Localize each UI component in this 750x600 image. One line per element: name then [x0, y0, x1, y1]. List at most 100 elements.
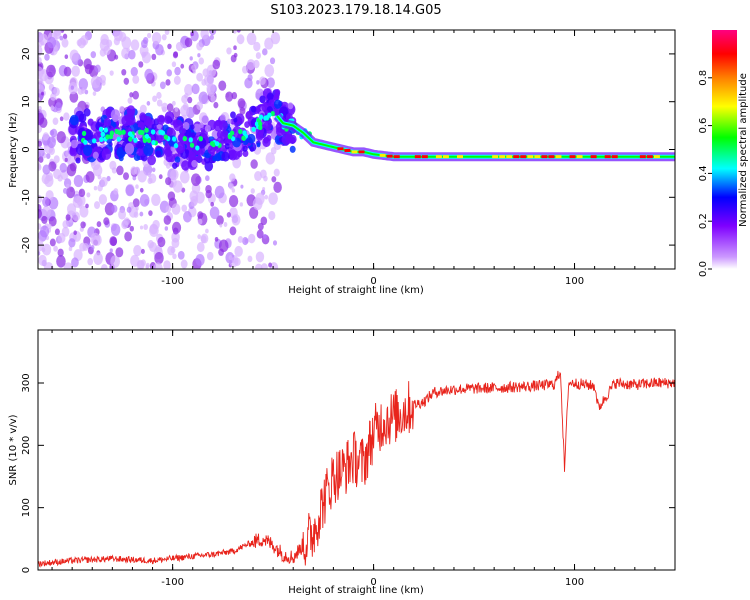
snr-x-axis-label: Height of straight line (km) [288, 585, 424, 596]
spectrogram-band-blob [289, 134, 297, 144]
spectrogram-band-blob [107, 108, 112, 114]
spectrogram-noise-blob [210, 95, 216, 103]
spectrogram-hot-spot [263, 115, 268, 121]
spectrogram-noise-blob [203, 73, 214, 87]
spectrogram-noise-blob [255, 251, 265, 263]
spectrogram-noise-blob [164, 226, 169, 231]
spectrogram-peak-mark [414, 155, 421, 159]
spectrogram-noise-blob [118, 209, 126, 220]
spectrogram-noise-blob [262, 48, 268, 56]
spectrogram-noise-blob [156, 91, 162, 99]
spectrogram-noise-blob [43, 262, 54, 269]
spectrogram-noise-blob [249, 206, 259, 219]
spectrogram-x-ticks: -100 0 100 [51, 30, 676, 287]
spectrogram-peak-mark [576, 155, 583, 159]
spectrogram-noise-blob [244, 77, 253, 89]
spectrogram-noise-blob [174, 107, 179, 112]
spectrogram-noise-blob [86, 192, 91, 198]
spectrogram-noise-blob [53, 87, 60, 97]
spectrogram-peak-mark [513, 155, 520, 159]
spectrogram-band-blob [83, 129, 94, 141]
spectrogram-band-blob [172, 162, 178, 169]
spectrogram-peak-mark [337, 147, 344, 151]
spectrogram-noise-blob [190, 199, 197, 207]
spectrogram-noise-blob [265, 152, 276, 165]
spectrogram-band-blob [83, 108, 91, 117]
spectrogram-noise-blob [264, 37, 274, 50]
spectrogram-noise-blob [218, 80, 227, 91]
spectrogram-noise-blob [260, 263, 268, 269]
spectrogram-noise-blob [111, 204, 118, 213]
spectrogram-noise-blob [79, 205, 89, 218]
spectrogram-peak-mark [590, 155, 597, 159]
spectrogram-noise-blob [147, 32, 152, 39]
spectrogram-noise-blob [181, 187, 186, 193]
spectrogram-noise-blob [247, 255, 253, 263]
spectrogram-noise-blob [61, 38, 69, 48]
spectrogram-peak-mark [520, 155, 527, 159]
spectrogram-noise-blob [56, 131, 66, 144]
spectrogram-noise-blob [80, 88, 86, 95]
snr-y-tick-label: 0 [21, 567, 32, 573]
spectrogram-peak-mark [548, 155, 555, 159]
spectrogram-hot-spot [146, 137, 152, 144]
spectrogram-noise-blob [225, 91, 234, 102]
spectrogram-noise-blob [126, 206, 132, 213]
spectrogram-noise-blob [78, 188, 86, 198]
spectrogram-noise-blob [111, 167, 117, 174]
spectrogram-noise-blob [195, 253, 205, 267]
spectrogram-noise-blob [130, 66, 138, 77]
spectrogram-peak-mark [386, 154, 393, 158]
spectrogram-noise-blob [38, 97, 41, 103]
spectrogram-noise-blob [132, 90, 140, 100]
spectrogram-noise-blob [229, 226, 237, 236]
snr-panel: -100 0 100 0 100 200 300 Height of straight l… [8, 329, 676, 596]
spectrogram-band-blob [190, 124, 195, 130]
spectrogram-hot-spot [211, 142, 216, 148]
spectrogram-noise-blob [154, 252, 164, 265]
spectrogram-noise-blob [264, 64, 275, 77]
spectrogram-noise-blob [87, 258, 94, 266]
spectrogram-noise-blob [237, 98, 246, 109]
spectrogram-noise-blob [184, 37, 193, 48]
spectrogram-noise-blob [253, 41, 261, 52]
spectrogram-noise-blob [228, 183, 234, 190]
spectrogram-noise-blob [72, 195, 82, 208]
spectrogram-noise-blob [85, 171, 95, 183]
spectrogram-noise-blob [132, 175, 137, 181]
spectrogram-noise-blob [128, 49, 136, 60]
spectrogram-noise-blob [231, 188, 236, 193]
spectrogram-band-blob [262, 137, 271, 148]
spectrogram-noise-blob [173, 75, 181, 85]
spectrogram-hot-spot [241, 135, 246, 141]
spectrogram-band-blob [233, 117, 238, 123]
spectrogram-noise-blob [273, 181, 282, 193]
spectrogram-noise-blob [110, 223, 121, 236]
spectrogram-noise-blob [63, 112, 70, 121]
spectrogram-noise-blob [93, 252, 103, 265]
spectrogram-band-blob [221, 151, 230, 162]
spectrogram-hot-spot [92, 138, 97, 144]
spectrogram-hot-spot [128, 136, 133, 142]
spectrogram-noise-blob [254, 171, 262, 182]
colorbar-label: Normalized spectral amplitude [738, 73, 749, 227]
spectrogram-band-blob [250, 106, 257, 113]
spectrogram-band-blob [69, 114, 79, 126]
spectrogram-noise-blob [68, 246, 73, 252]
snr-y-tick-label: 300 [21, 373, 32, 392]
snr-frame [37, 329, 676, 571]
spectrogram-noise-blob [214, 185, 225, 199]
spectrogram-noise-blob [90, 232, 101, 246]
spectrogram-hot-spot [172, 136, 177, 142]
spectrogram-noise-blob [200, 30, 209, 40]
spectrogram-noise-blob [269, 262, 279, 269]
spectrogram-y-ticks: -20 -10 0 10 20 [21, 48, 675, 253]
spectrogram-noise-blob [42, 132, 50, 141]
spectrogram-noise-blob [59, 116, 64, 122]
spectrogram-band-blob [173, 119, 184, 132]
spectrogram-noise-blob [135, 184, 139, 189]
spectrogram-peak-mark [506, 155, 513, 159]
colorbar: 0.0 0.2 0.4 0.6 0.8 Normalized spectral ampl… [698, 30, 749, 277]
spectrogram-noise-blob [129, 92, 134, 98]
spectrogram-noise-blob [137, 260, 145, 269]
